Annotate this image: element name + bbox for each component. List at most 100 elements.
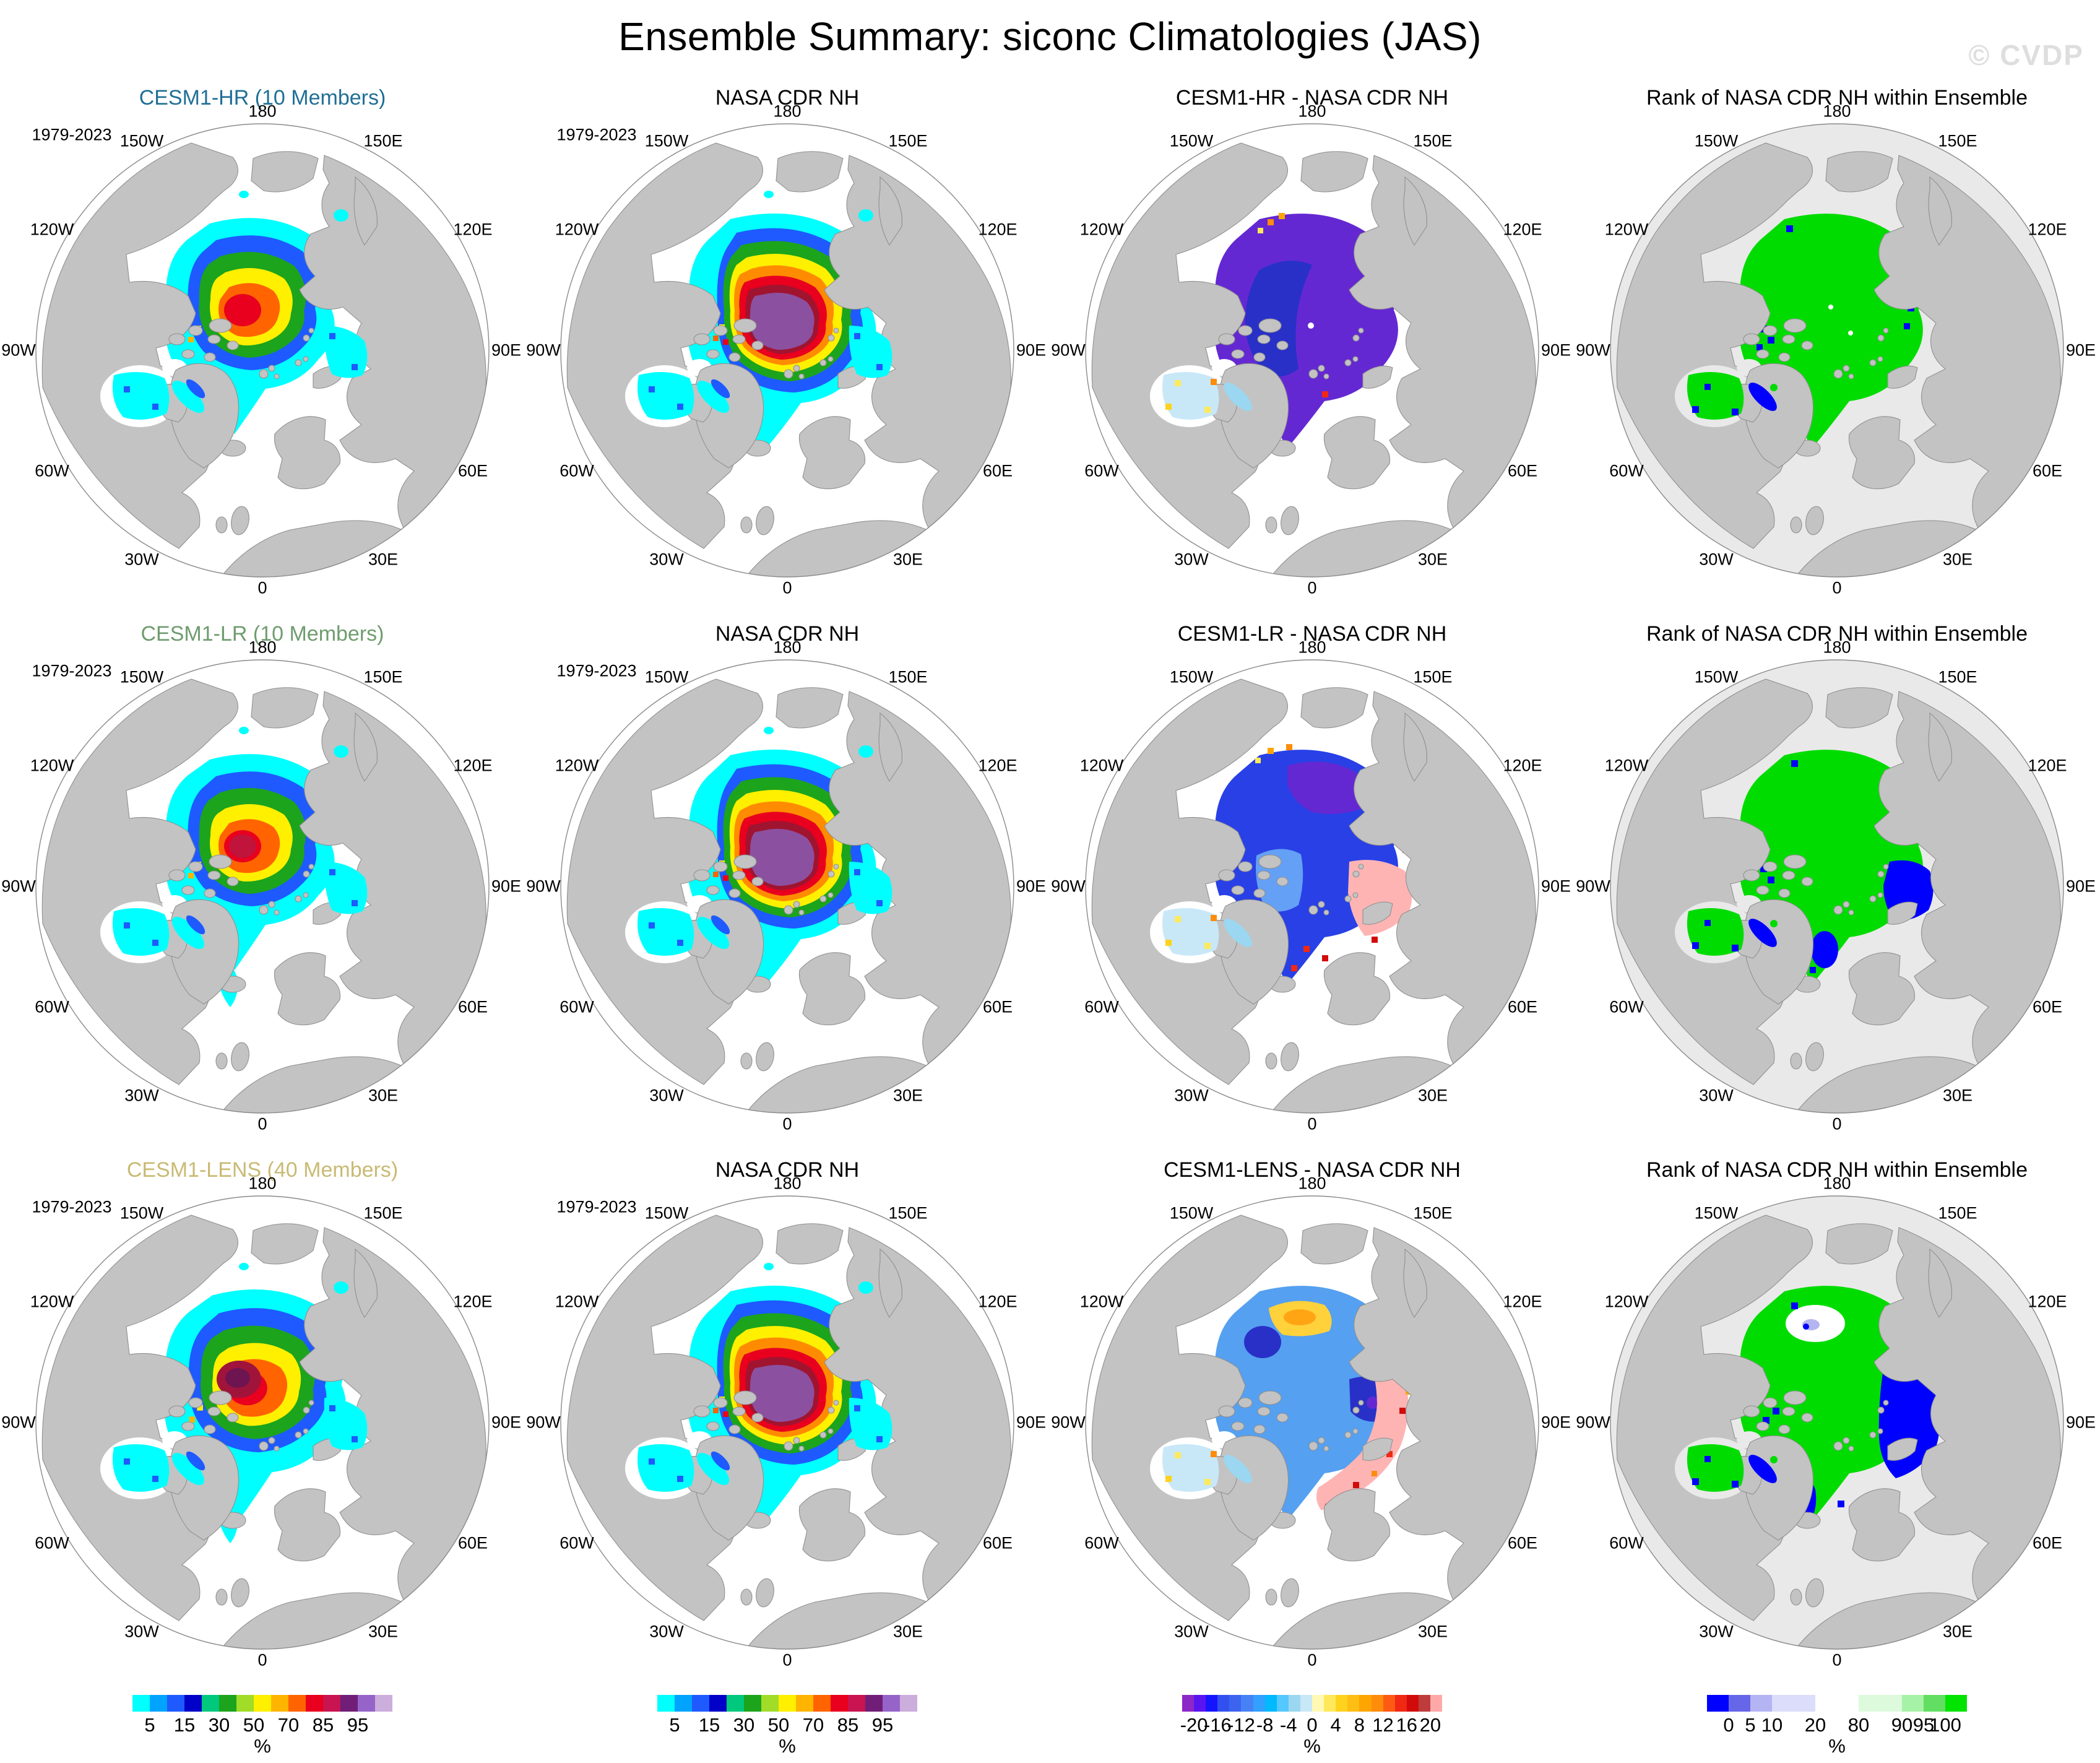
colorbar-concentration: 5 15 30 50 70 85 95 % [657,1695,917,1757]
colorbar-unit: % [1828,1735,1846,1757]
map-cesm1-lens-diff: 180 150W 150E 120W 120E 90W 90E 60W 60E … [1051,1174,1571,1670]
lon-label-0: 0 [782,1650,792,1670]
lon-label-90e: 90E [2065,340,2096,360]
lon-label-150w: 150W [1169,131,1214,150]
lon-label-120e: 120E [978,220,1018,239]
lon-label-60w: 60W [35,1533,69,1553]
lon-label-90w: 90W [1576,877,1610,896]
map-cesm1-hr: 1979-2023 180 150W 150E 120W 120E 90W 90… [1,102,521,597]
lon-label-0: 0 [1307,1650,1317,1670]
lon-label-120e: 120E [1503,220,1542,239]
polar-map-svg [1085,123,1539,578]
panel-title: CESM1-LENS (40 Members) [126,1158,399,1182]
panel-cesm1-hr-climatology: CESM1-HR (10 Members) 1979-2023 180 150W… [0,82,525,618]
lon-label-120w: 120W [1079,1292,1124,1311]
lon-label-90e: 90E [1540,1413,1571,1432]
lon-label-150w: 150W [119,667,164,687]
colorbar-row: 5 15 30 50 70 85 95 % 5 15 30 50 70 85 95 % -20 -16 -1… [0,1695,2100,1757]
lon-label-150e: 150E [1413,667,1453,687]
lon-label-90w: 90W [1,340,36,360]
lon-label-180: 180 [248,1174,277,1193]
page-header: Ensemble Summary: siconc Climatologies (… [0,0,2100,82]
lon-label-120w: 120W [30,756,74,775]
lon-label-120w: 120W [1604,1292,1649,1311]
lon-label-90w: 90W [1,1413,36,1432]
panel-cesm1-lr-diff: CESM1-LR - NASA CDR NH 180 150W 150E 120… [1050,618,1575,1154]
lon-label-150w: 150W [1169,667,1214,687]
colorbar-ticks: 5 15 30 50 70 85 95 [669,1714,894,1736]
lon-label-120w: 120W [555,1292,599,1311]
panel-cesm1-hr-diff: CESM1-HR - NASA CDR NH 180 150W 150E 120… [1050,82,1575,618]
lon-label-0: 0 [1832,1114,1842,1133]
lon-label-0: 0 [257,1114,267,1133]
colorbar-unit: % [779,1735,796,1757]
lon-label-30e: 30E [1417,550,1448,569]
lon-label-120w: 120W [1079,756,1124,775]
lon-label-30e: 30E [1417,1622,1448,1641]
lon-label-0: 0 [1832,578,1842,597]
colorbar-unit: % [254,1735,271,1757]
lon-label-60e: 60E [1507,997,1538,1016]
lon-label-150e: 150E [1938,1203,1977,1223]
polar-map-svg [1085,1195,1539,1650]
cvdp-watermark: © CVDP [1968,39,2084,71]
lon-label-120e: 120E [978,1292,1018,1311]
panel-title: CESM1-LR (10 Members) [140,622,384,646]
lon-label-60w: 60W [560,461,594,480]
lon-label-0: 0 [1832,1650,1842,1670]
lon-label-60w: 60W [35,997,69,1016]
panel-cesm1-lens-climatology: CESM1-LENS (40 Members) 1979-2023 180 15… [0,1154,525,1690]
colorbar-ticks: -20 -16 -12 -8 -4 0 4 8 12 16 20 [1180,1714,1441,1736]
panel-nasa-cdr-row3: NASA CDR NH 1979-2023 180 150W 150E 120W… [525,1154,1050,1690]
lon-label-90e: 90E [1540,877,1571,896]
lon-label-150w: 150W [644,1203,689,1223]
lon-label-90w: 90W [1051,877,1086,896]
lon-label-60w: 60W [1609,461,1644,480]
map-nasa-cdr: 1979-2023 180 150W 150E 120W 120E 90W 90… [526,102,1046,597]
lon-label-120w: 120W [555,220,599,239]
lon-label-60e: 60E [457,1533,488,1553]
polar-map-svg [35,659,490,1114]
lon-label-60w: 60W [1609,997,1644,1016]
lon-label-60w: 60W [1084,1533,1119,1553]
lon-label-180: 180 [248,638,277,657]
polar-map-svg [1610,1195,2064,1650]
polar-map-svg [1610,659,2064,1114]
lon-label-0: 0 [257,1650,267,1670]
lon-label-0: 0 [1307,1114,1317,1133]
lon-label-90e: 90E [491,340,522,360]
lon-label-30e: 30E [368,1622,399,1641]
page-title: Ensemble Summary: siconc Climatologies (… [618,14,1482,59]
lon-label-30w: 30W [649,1622,684,1641]
lon-label-90e: 90E [1540,340,1571,360]
lon-label-30w: 30W [1699,1086,1734,1105]
map-cesm1-lr-diff: 180 150W 150E 120W 120E 90W 90E 60W 60E … [1051,638,1571,1133]
lon-label-150w: 150W [644,667,689,687]
lon-label-30w: 30W [1174,550,1209,569]
lon-label-30w: 30W [1699,550,1734,569]
lon-label-120e: 120E [978,756,1018,775]
colorbar-ticks: 5 15 30 50 70 85 95 [144,1714,369,1736]
lon-label-60w: 60W [35,461,69,480]
panel-title: Rank of NASA CDR NH within Ensemble [1646,86,2028,110]
lon-label-120w: 120W [30,220,74,239]
lon-label-150w: 150W [1694,1203,1739,1223]
lon-label-180: 180 [1298,1174,1326,1193]
lon-label-30e: 30E [1942,550,1973,569]
polar-map-svg [35,123,490,578]
map-cesm1-lens: 1979-2023 180 150W 150E 120W 120E 90W 90… [1,1174,521,1670]
colorbar-strip [1707,1695,1967,1712]
lon-label-150e: 150E [888,667,928,687]
lon-label-180: 180 [1823,638,1851,657]
lon-label-30w: 30W [124,1086,159,1105]
lon-label-90e: 90E [491,877,522,896]
lon-label-30w: 30W [124,550,159,569]
lon-label-0: 0 [257,578,267,597]
panel-title: CESM1-LR - NASA CDR NH [1177,622,1447,646]
lon-label-30e: 30E [892,1086,923,1105]
lon-label-120e: 120E [2028,756,2067,775]
panel-title: CESM1-HR (10 Members) [139,86,386,110]
lon-label-180: 180 [773,638,802,657]
panel-title: CESM1-HR - NASA CDR NH [1175,86,1449,110]
lon-label-180: 180 [773,102,802,121]
